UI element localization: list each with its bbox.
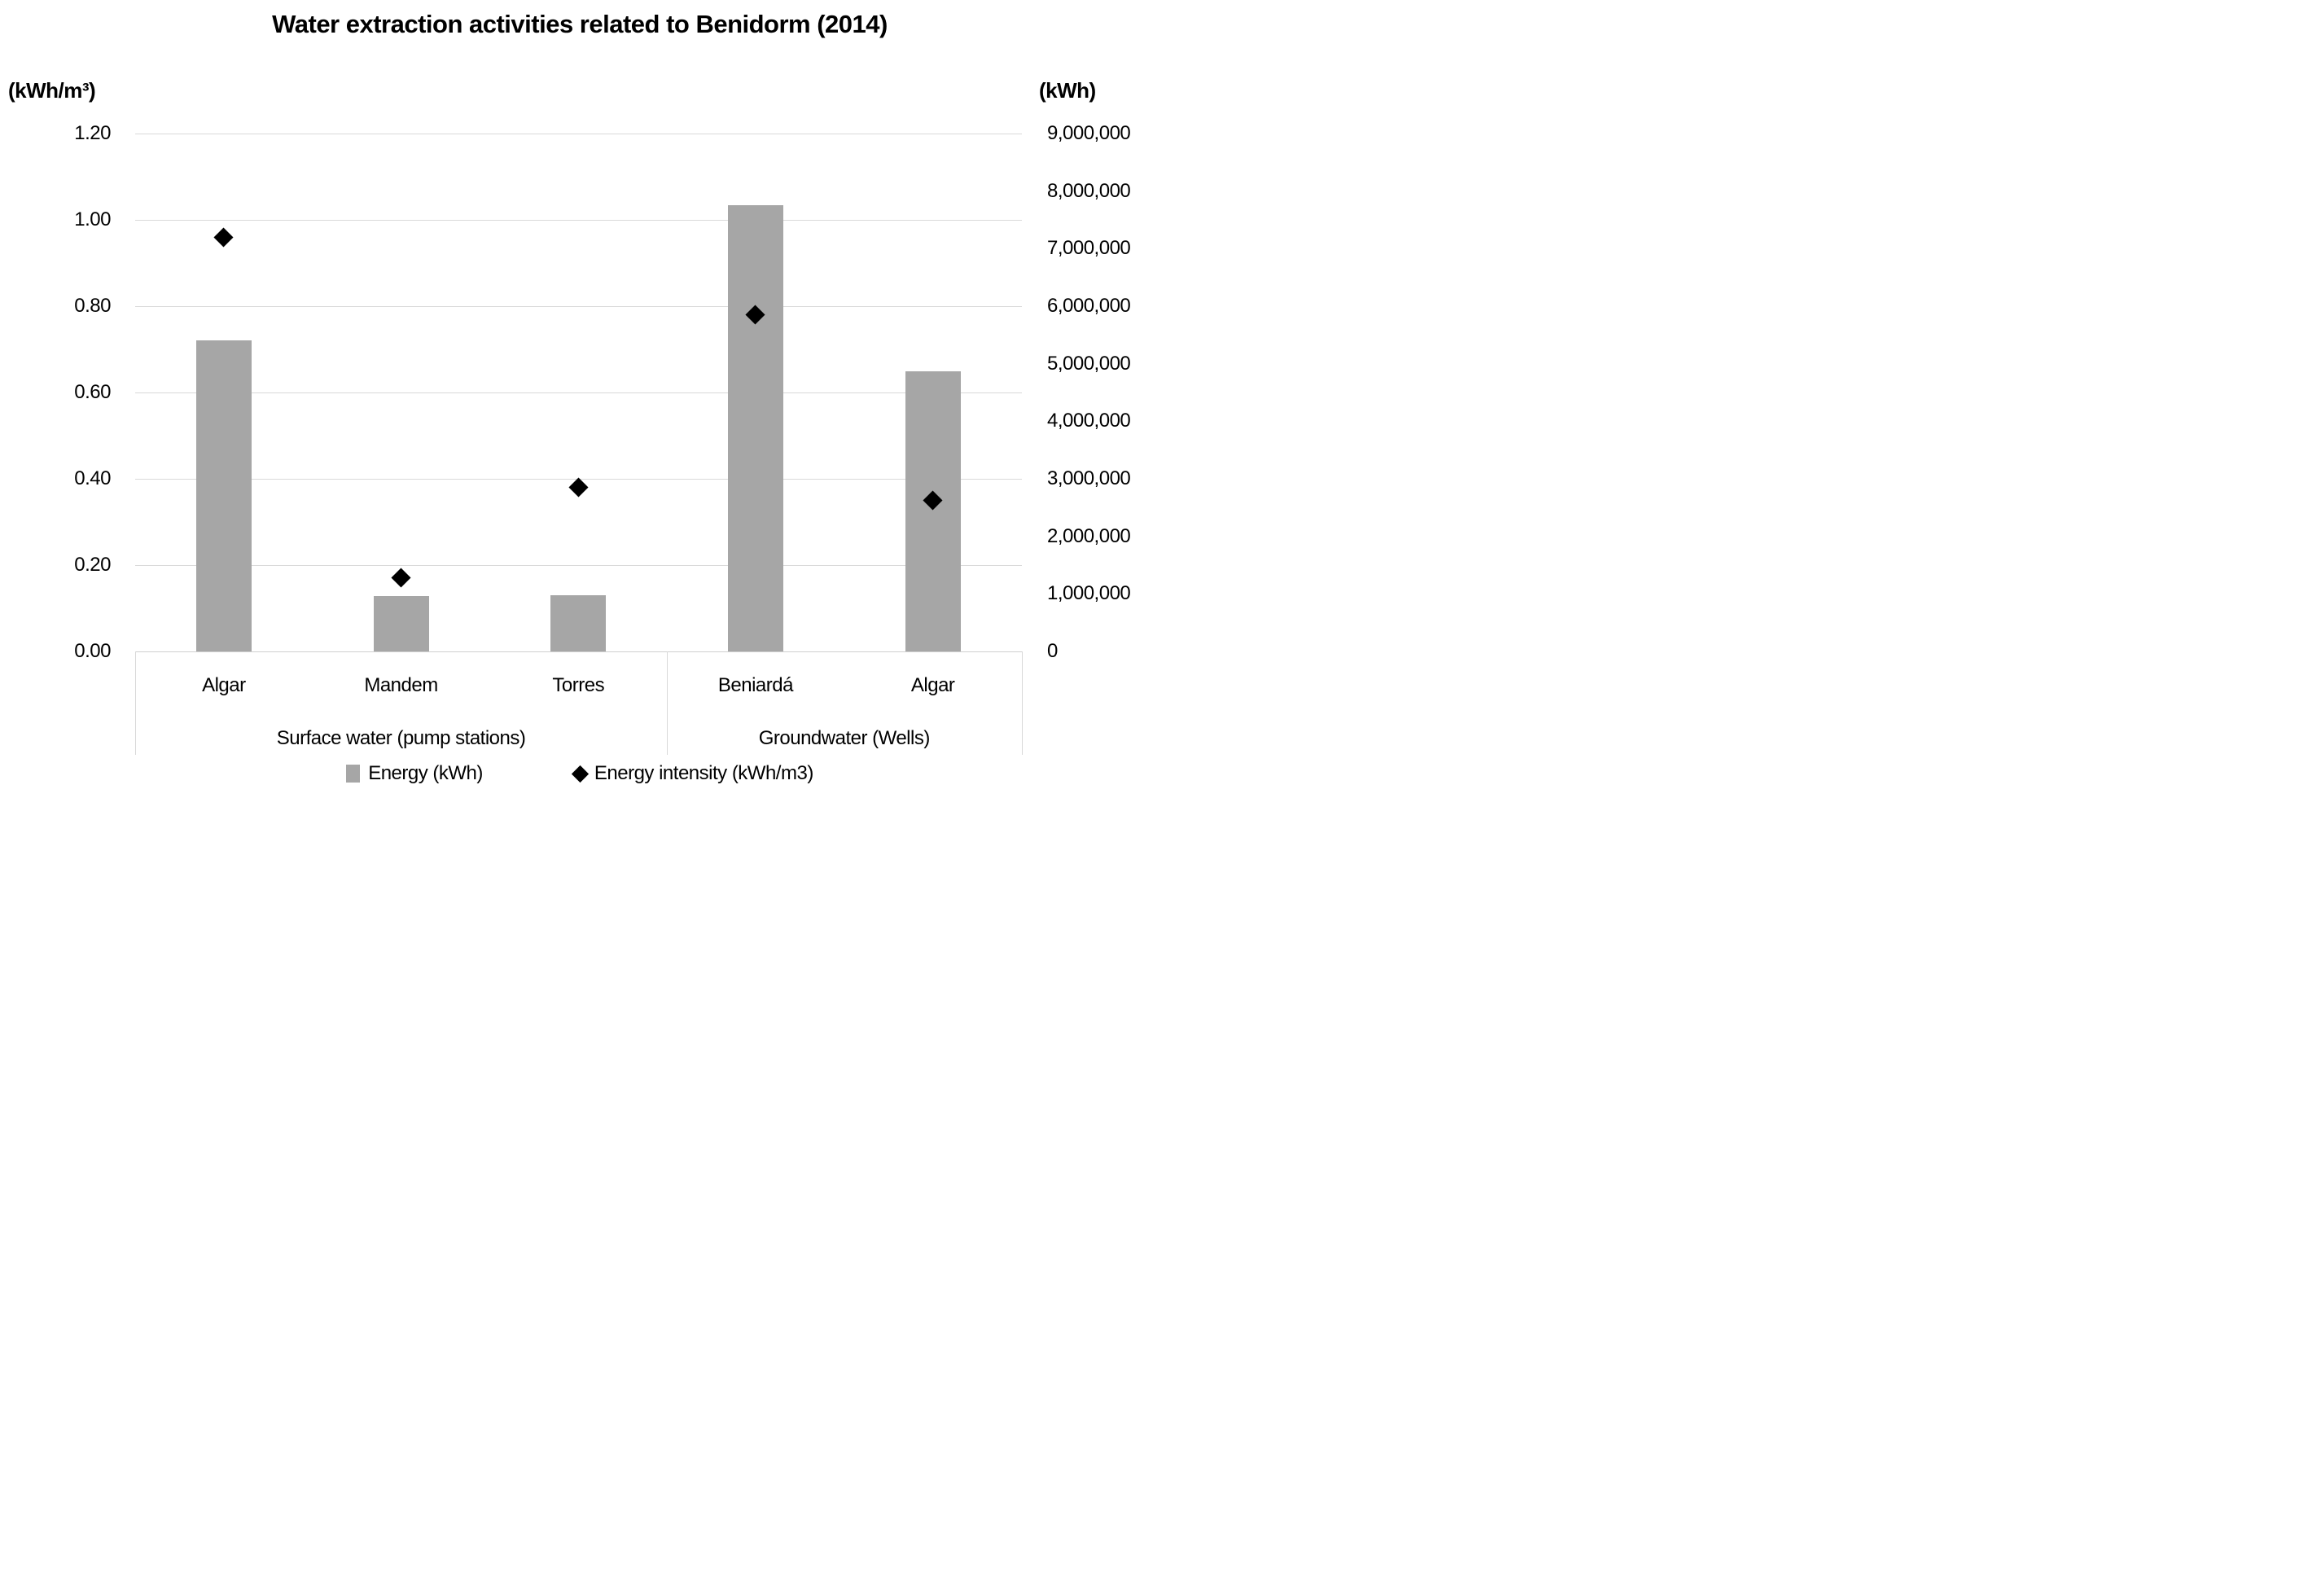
energy-intensity-marker — [568, 477, 589, 498]
right-axis-tick-label: 8,000,000 — [1047, 179, 1131, 202]
group-label: Groundwater (Wells) — [758, 727, 931, 749]
energy-bar — [550, 595, 607, 651]
left-axis-tick-label: 1.00 — [74, 208, 111, 230]
right-axis-tick-label: 7,000,000 — [1047, 237, 1131, 260]
category-label: Algar — [202, 674, 246, 696]
legend-label-energy: Energy (kWh) — [368, 762, 483, 784]
left-axis-tick-label: 0.80 — [74, 295, 111, 317]
category-separator-line — [1021, 651, 1023, 755]
category-label: Torres — [552, 674, 605, 696]
energy-bar — [727, 205, 783, 651]
legend-label-energy-intensity: Energy intensity (kWh/m3) — [594, 762, 813, 784]
gridline — [135, 565, 1022, 566]
legend-item-energy-intensity: Energy intensity (kWh/m3) — [571, 762, 813, 785]
left-axis-tick-label: 0.20 — [74, 554, 111, 576]
group-label: Surface water (pump stations) — [276, 727, 526, 749]
right-axis-tick-label: 3,000,000 — [1047, 467, 1131, 489]
category-separator-line — [667, 651, 669, 755]
right-axis-tick-label: 6,000,000 — [1047, 295, 1131, 317]
chart: Water extraction activities related to B… — [0, 0, 1160, 798]
left-axis-tick-label: 1.20 — [74, 122, 111, 144]
left-axis-tick-label: 0.40 — [74, 467, 111, 489]
chart-title: Water extraction activities related to B… — [272, 10, 888, 38]
legend-item-energy: Energy (kWh) — [346, 762, 483, 785]
bar-swatch-icon — [346, 765, 361, 783]
energy-intensity-marker — [213, 227, 234, 248]
energy-bar — [905, 370, 961, 651]
gridline — [135, 220, 1022, 221]
left-axis-unit: (kWh/m³) — [8, 78, 96, 103]
right-axis-unit: (kWh) — [1039, 78, 1096, 103]
category-separator-line — [135, 651, 136, 755]
gridline — [135, 392, 1022, 393]
left-axis-tick-label: 0.00 — [74, 640, 111, 662]
energy-bar — [195, 340, 252, 651]
category-label: Algar — [910, 674, 955, 696]
right-axis-tick-label: 5,000,000 — [1047, 352, 1131, 375]
left-axis-tick-label: 0.60 — [74, 381, 111, 403]
right-axis-tick-label: 2,000,000 — [1047, 524, 1131, 547]
x-axis-line — [135, 651, 1022, 652]
category-label: Mandem — [364, 674, 438, 696]
diamond-swatch-icon — [571, 765, 589, 783]
right-axis-tick-label: 9,000,000 — [1047, 122, 1131, 144]
right-axis-tick-label: 0 — [1047, 640, 1058, 662]
gridline — [135, 306, 1022, 307]
right-axis-tick-label: 4,000,000 — [1047, 410, 1131, 432]
legend: Energy (kWh) Energy intensity (kWh/m3) — [0, 762, 1160, 785]
energy-bar — [373, 596, 429, 651]
right-axis-tick-label: 1,000,000 — [1047, 582, 1131, 605]
category-label: Beniardá — [717, 674, 794, 696]
energy-intensity-marker — [391, 568, 411, 588]
